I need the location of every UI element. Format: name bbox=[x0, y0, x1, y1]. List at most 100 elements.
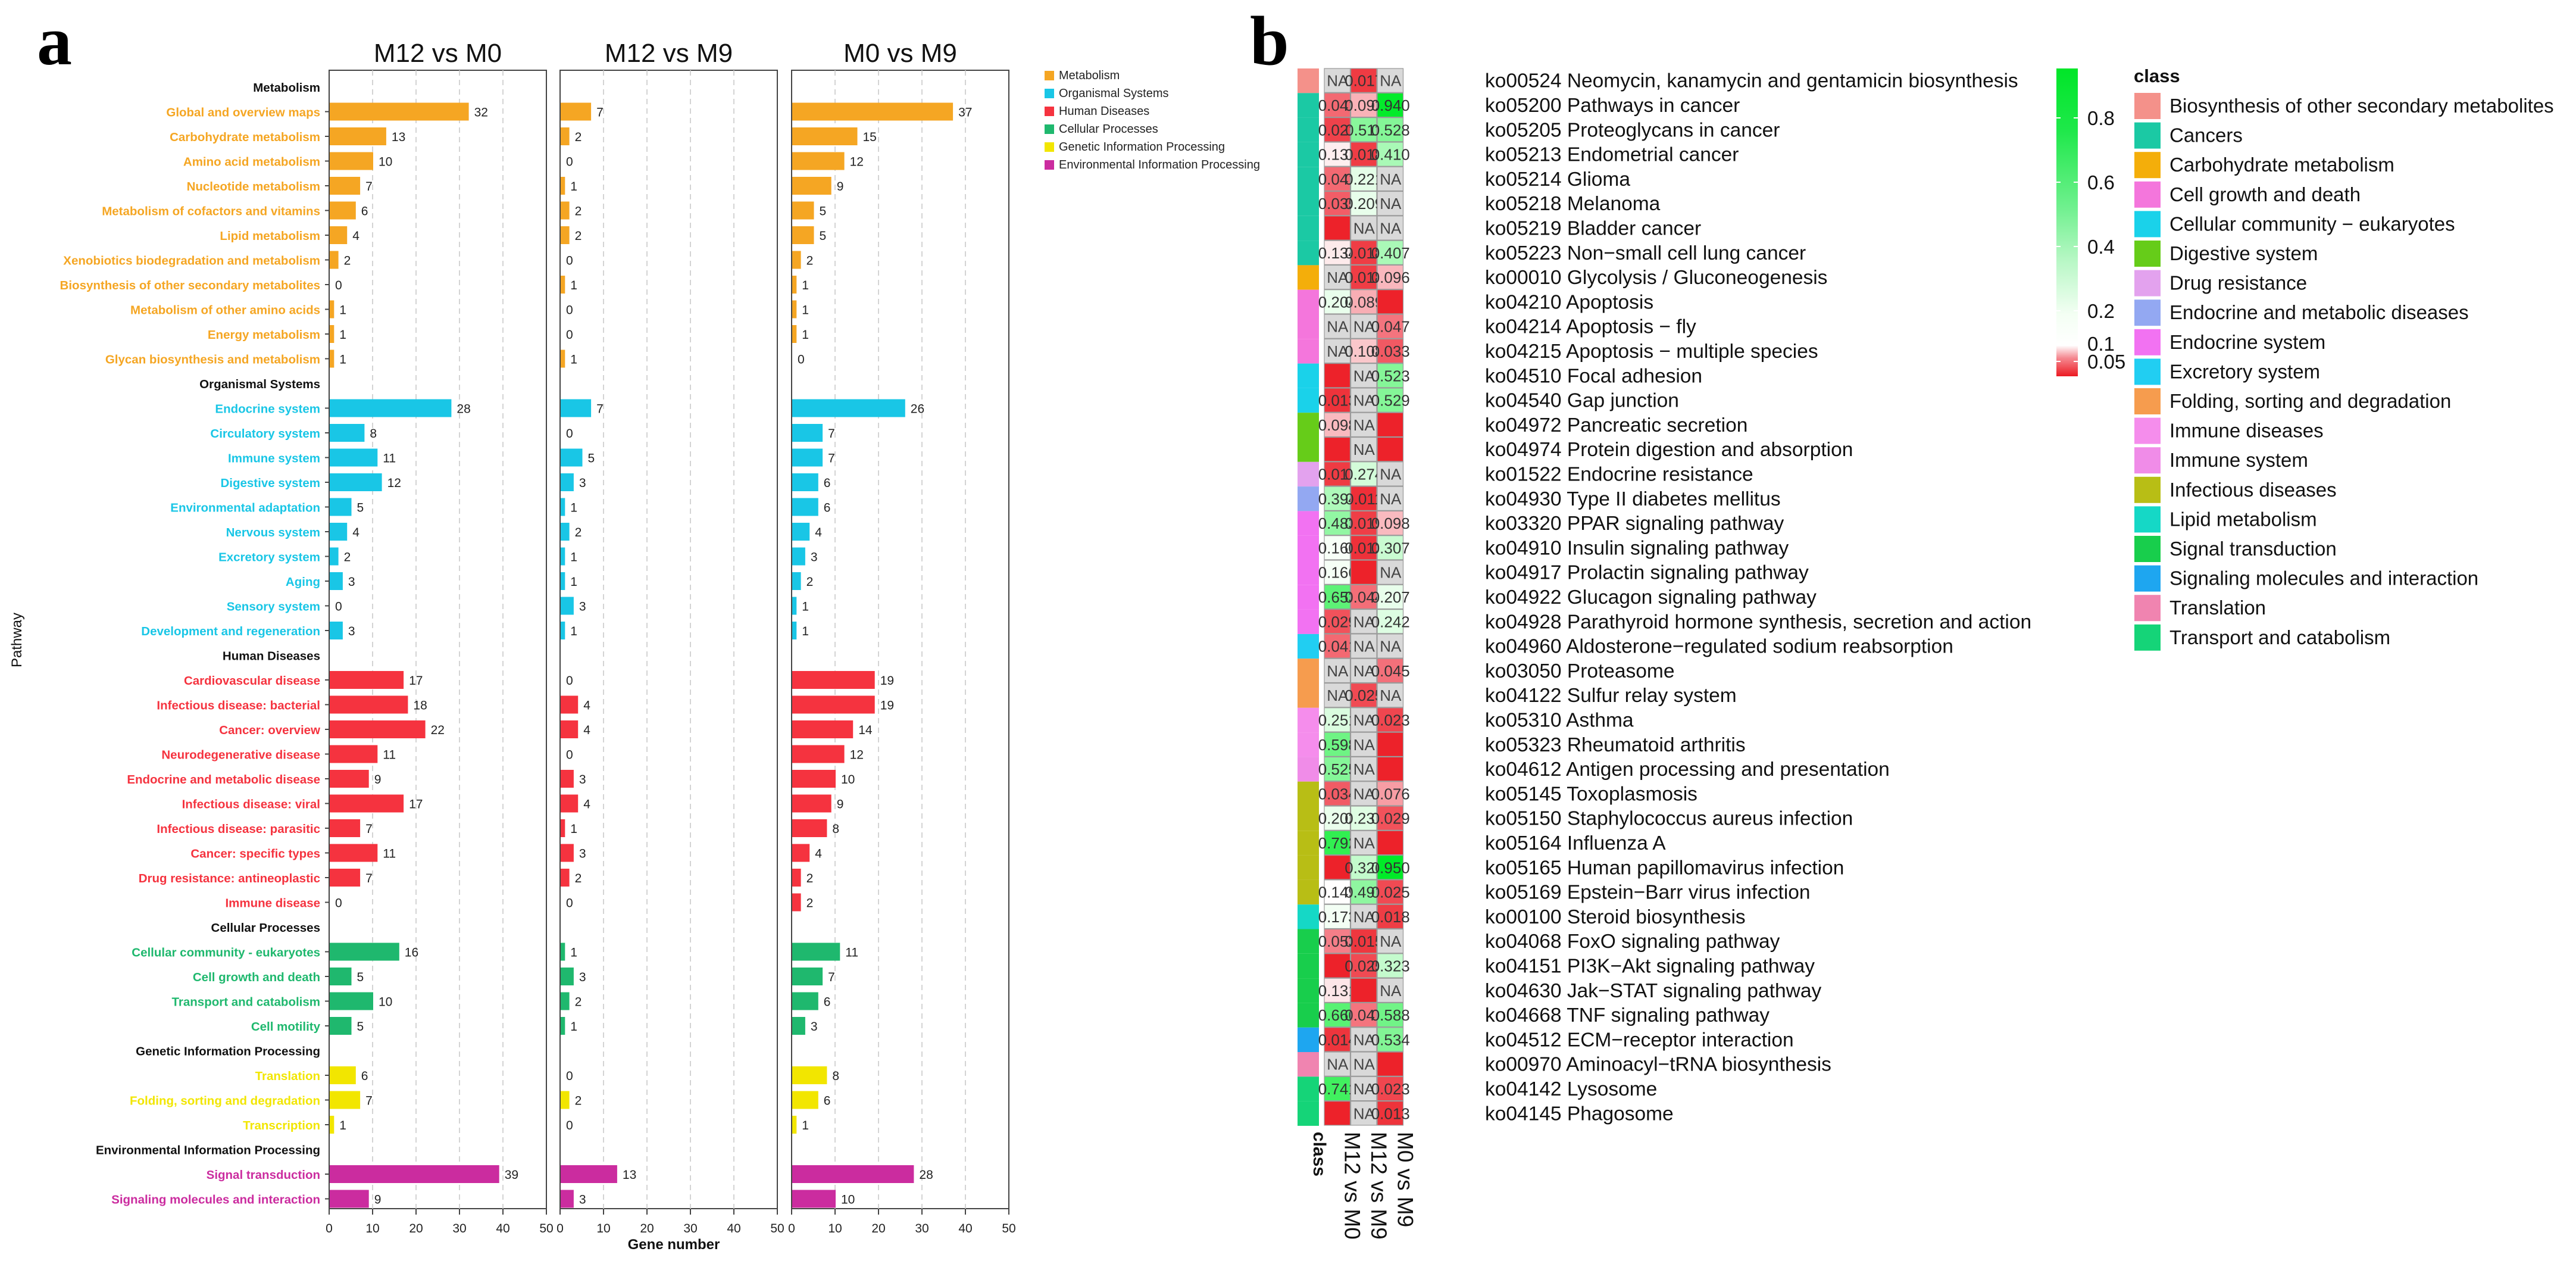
heatmap-cell bbox=[1350, 486, 1377, 511]
bar-value-label: 22 bbox=[431, 723, 445, 737]
class-legend-label: Endocrine and metabolic diseases bbox=[2169, 301, 2469, 323]
heatmap-cell bbox=[1350, 289, 1377, 314]
heatmap-cell bbox=[1324, 634, 1351, 659]
bar bbox=[330, 226, 348, 244]
bar-value-label: 1 bbox=[570, 180, 577, 194]
class-column-label: class bbox=[1309, 1132, 1329, 1176]
heatmap-cell bbox=[1350, 314, 1377, 339]
pathway-label: Infectious disease: viral bbox=[182, 798, 320, 812]
legend-swatch bbox=[1045, 107, 1054, 116]
heatmap-cell bbox=[1377, 68, 1404, 93]
cell-na-label: NA bbox=[1327, 318, 1349, 336]
legend-swatch bbox=[1045, 160, 1054, 170]
bar bbox=[561, 943, 565, 961]
pathway-row-label: ko04974 Protein digestion and absorption bbox=[1485, 439, 1853, 461]
bar-value-label: 0 bbox=[566, 674, 573, 688]
heatmap-cell bbox=[1324, 584, 1351, 610]
panel-letter-a: a bbox=[37, 2, 72, 80]
facet-frame bbox=[329, 70, 547, 1209]
heatmap-cell bbox=[1377, 732, 1404, 757]
heatmap-cell bbox=[1324, 216, 1351, 241]
pathway-row-label: ko05323 Rheumatoid arthritis bbox=[1485, 734, 1746, 756]
class-cell bbox=[1298, 831, 1319, 856]
cell-na-label: NA bbox=[1353, 441, 1375, 458]
bar bbox=[792, 448, 823, 467]
heatmap-cell bbox=[1324, 191, 1351, 216]
bar-value-label: 6 bbox=[824, 501, 831, 515]
bar bbox=[792, 597, 797, 615]
heatmap-cell bbox=[1324, 560, 1351, 585]
bar-value-label: 0 bbox=[566, 748, 573, 762]
pathway-row-label: ko05150 Staphylococcus aureus infection bbox=[1485, 808, 1853, 830]
bar-value-label: 2 bbox=[575, 205, 582, 219]
colorbar bbox=[2056, 68, 2078, 376]
bar-value-label: 1 bbox=[339, 328, 346, 342]
bar bbox=[330, 1165, 499, 1183]
bar bbox=[792, 943, 840, 961]
bar bbox=[330, 745, 378, 763]
bar bbox=[330, 473, 382, 491]
pathway-label: Cell motility bbox=[251, 1020, 321, 1034]
heatmap-cell bbox=[1350, 216, 1377, 241]
class-legend-label: Immune diseases bbox=[2169, 420, 2324, 442]
x-tick-label: 20 bbox=[871, 1222, 885, 1235]
pathway-row-label: ko04210 Apoptosis bbox=[1485, 291, 1653, 313]
bar bbox=[561, 226, 570, 244]
pathway-row-label: ko05218 Melanoma bbox=[1485, 193, 1661, 215]
pathway-row-label: ko05164 Influenza A bbox=[1485, 832, 1666, 854]
heatmap-cell bbox=[1377, 191, 1404, 216]
facet-title: M12 vs M9 bbox=[605, 39, 733, 68]
heatmap-cell bbox=[1350, 732, 1377, 757]
bar-value-label: 19 bbox=[880, 699, 894, 713]
bar bbox=[792, 1190, 836, 1208]
bar-value-label: 14 bbox=[858, 723, 873, 737]
bar-value-label: 2 bbox=[575, 872, 582, 885]
bar bbox=[792, 251, 801, 269]
cell-na-label: NA bbox=[1353, 736, 1375, 754]
bar-value-label: 4 bbox=[815, 526, 822, 539]
class-cell bbox=[1298, 683, 1319, 708]
x-tick-label: 30 bbox=[683, 1222, 697, 1235]
bar-value-label: 5 bbox=[357, 970, 364, 984]
colorbar-tick-label: 0.4 bbox=[2087, 236, 2115, 258]
bar-value-label: 1 bbox=[570, 575, 577, 589]
class-cell bbox=[1298, 781, 1319, 806]
cell-na-label: NA bbox=[1380, 72, 1402, 90]
heatmap-cell bbox=[1377, 584, 1404, 610]
pathway-label: Endocrine and metabolic disease bbox=[127, 773, 320, 787]
bar bbox=[561, 1190, 574, 1208]
heatmap-cell bbox=[1324, 436, 1351, 462]
class-legend-label: Cancers bbox=[2169, 124, 2243, 146]
heatmap-cell bbox=[1324, 264, 1351, 290]
heatmap-cell bbox=[1377, 412, 1404, 438]
class-cell bbox=[1298, 486, 1319, 511]
bar bbox=[330, 622, 343, 639]
heatmap-cell bbox=[1324, 879, 1351, 904]
cell-na-label: NA bbox=[1353, 392, 1375, 410]
y-axis-title: Pathway bbox=[9, 613, 25, 667]
class-legend-swatch bbox=[2133, 151, 2162, 180]
legend-label: Human Diseases bbox=[1059, 105, 1149, 118]
cell-value-label: 0.940 bbox=[1371, 96, 1410, 114]
pathway-row-label: ko03320 PPAR signaling pathway bbox=[1485, 513, 1784, 535]
heatmap-cell bbox=[1377, 682, 1404, 708]
bar bbox=[330, 1116, 334, 1134]
bar bbox=[792, 300, 797, 319]
cell-value-label: 0.410 bbox=[1371, 146, 1410, 164]
bar-value-label: 4 bbox=[352, 229, 359, 243]
bar bbox=[330, 1190, 369, 1208]
cell-na-label: NA bbox=[1353, 318, 1375, 336]
bar bbox=[792, 770, 836, 788]
bar-value-label: 0 bbox=[335, 600, 342, 614]
pathway-label: Xenobiotics biodegradation and metabolis… bbox=[63, 254, 320, 268]
pathway-label: Translation bbox=[255, 1069, 320, 1083]
bar-value-label: 3 bbox=[348, 575, 355, 589]
pathway-label: Development and regeneration bbox=[141, 625, 320, 638]
bar-value-label: 10 bbox=[379, 996, 392, 1009]
class-legend-label: Biosynthesis of other secondary metaboli… bbox=[2169, 95, 2554, 117]
class-cell bbox=[1298, 511, 1319, 536]
class-legend-swatch bbox=[2133, 180, 2162, 209]
bar-value-label: 3 bbox=[579, 847, 586, 861]
class-cell bbox=[1298, 241, 1319, 266]
pathway-row-label: ko04068 FoxO signaling pathway bbox=[1485, 931, 1780, 953]
